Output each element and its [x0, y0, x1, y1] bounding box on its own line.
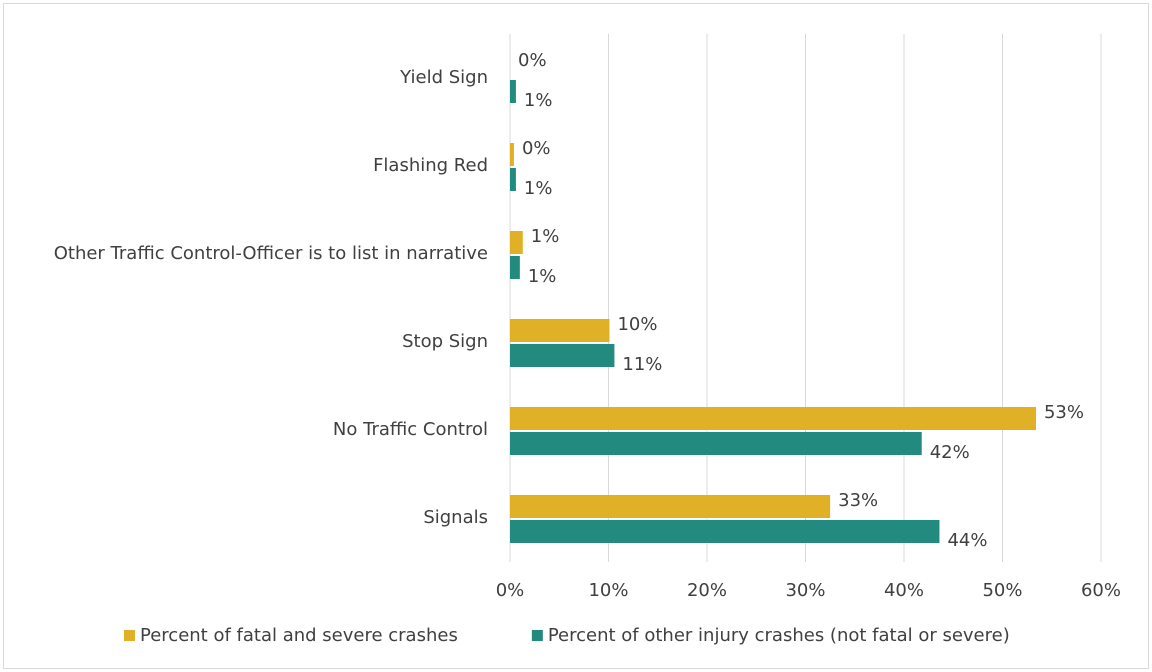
- y-tick-label: Signals: [423, 507, 488, 528]
- bar: [510, 168, 516, 191]
- legend-swatch: [124, 630, 135, 641]
- y-tick-label: Stop Sign: [402, 331, 488, 352]
- x-tick-label: 10%: [588, 580, 628, 601]
- value-label: 1%: [531, 226, 560, 247]
- bar: [510, 407, 1036, 430]
- value-label: 42%: [930, 442, 970, 463]
- value-label: 1%: [528, 266, 557, 287]
- x-tick-label: 40%: [884, 580, 924, 601]
- bar: [510, 344, 615, 367]
- value-label: 11%: [622, 354, 662, 375]
- y-tick-label: Yield Sign: [399, 67, 488, 88]
- y-tick-label: Flashing Red: [373, 155, 488, 176]
- value-label: 53%: [1044, 402, 1084, 423]
- value-label: 33%: [838, 490, 878, 511]
- x-tick-label: 0%: [496, 580, 525, 601]
- bar: [510, 231, 523, 254]
- x-tick-label: 20%: [687, 580, 727, 601]
- x-tick-label: 60%: [1081, 580, 1121, 601]
- y-tick-label: Other Traffic Control-Officer is to list…: [54, 243, 488, 264]
- value-label: 10%: [617, 314, 657, 335]
- y-tick-label: No Traffic Control: [333, 419, 488, 440]
- value-label: 44%: [947, 530, 987, 551]
- legend-label: Percent of fatal and severe crashes: [140, 625, 458, 646]
- legend-label: Percent of other injury crashes (not fat…: [548, 625, 1010, 646]
- x-tick-label: 50%: [982, 580, 1022, 601]
- value-label: 1%: [524, 90, 553, 111]
- value-label: 1%: [524, 178, 553, 199]
- bar: [510, 256, 520, 279]
- value-label: 0%: [518, 50, 547, 71]
- bar: [510, 520, 940, 543]
- value-label: 0%: [522, 138, 551, 159]
- x-tick-label: 30%: [785, 580, 825, 601]
- legend-swatch: [531, 630, 543, 641]
- bar: [510, 319, 610, 342]
- bar: [510, 495, 831, 518]
- bar: [510, 80, 516, 103]
- bar: [510, 143, 514, 166]
- bar: [510, 432, 922, 455]
